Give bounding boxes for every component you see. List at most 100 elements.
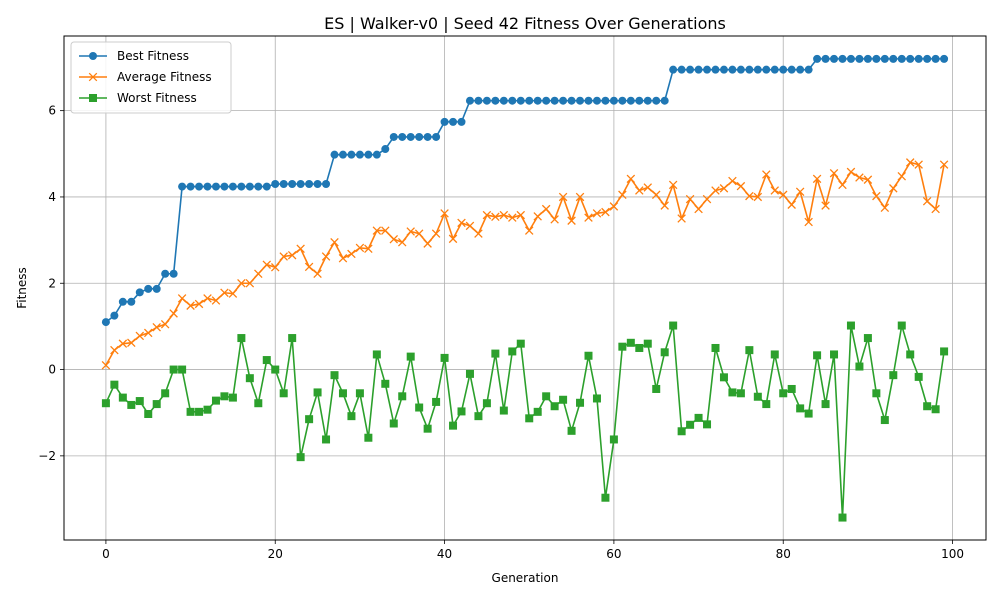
data-point xyxy=(516,96,525,105)
data-point xyxy=(296,244,305,253)
data-point xyxy=(559,96,568,105)
data-point xyxy=(220,288,229,298)
data-point xyxy=(559,395,568,404)
legend-entry: Average Fitness xyxy=(79,70,212,84)
data-point xyxy=(118,297,127,306)
data-point xyxy=(787,200,796,209)
data-point xyxy=(804,217,813,227)
data-point xyxy=(643,96,652,105)
data-point xyxy=(914,54,923,63)
data-point xyxy=(652,96,661,105)
data-point xyxy=(203,294,212,303)
data-point xyxy=(931,204,940,214)
data-point xyxy=(211,396,220,405)
data-point xyxy=(330,150,339,159)
data-point xyxy=(381,379,390,388)
data-point xyxy=(880,416,889,425)
data-point xyxy=(838,54,847,63)
data-point xyxy=(279,180,288,189)
data-point xyxy=(432,397,441,406)
data-point xyxy=(355,243,365,253)
data-point xyxy=(736,65,745,74)
y-tick-label: −2 xyxy=(38,449,56,463)
series-1 xyxy=(101,158,949,370)
data-point xyxy=(406,352,415,361)
data-point xyxy=(432,132,441,141)
data-point xyxy=(372,226,382,235)
data-point xyxy=(694,204,703,214)
data-point xyxy=(872,191,881,201)
data-point xyxy=(194,299,204,309)
data-point xyxy=(922,197,932,206)
legend-label: Best Fitness xyxy=(117,49,189,63)
data-point xyxy=(448,234,458,244)
data-point xyxy=(694,413,703,422)
data-point xyxy=(533,407,542,416)
x-tick-label: 80 xyxy=(776,547,791,561)
data-point xyxy=(508,213,517,222)
data-point xyxy=(262,260,272,269)
data-point xyxy=(550,402,559,411)
data-point xyxy=(355,150,364,159)
data-point xyxy=(728,388,737,397)
data-point xyxy=(787,65,796,74)
data-point xyxy=(796,65,805,74)
data-point xyxy=(906,350,915,359)
data-point xyxy=(491,212,500,222)
data-point xyxy=(449,421,458,430)
data-point xyxy=(889,371,898,380)
data-point xyxy=(457,218,466,228)
x-tick-label: 60 xyxy=(606,547,621,561)
data-point xyxy=(347,249,356,259)
data-point xyxy=(923,54,932,63)
data-point xyxy=(753,392,762,401)
data-point xyxy=(313,269,322,279)
data-point xyxy=(651,190,661,200)
data-point xyxy=(821,201,830,210)
data-point xyxy=(270,263,280,272)
data-point xyxy=(558,192,568,202)
data-point xyxy=(711,343,720,352)
data-point xyxy=(829,168,839,178)
data-point xyxy=(592,394,601,403)
data-point xyxy=(389,234,399,244)
ticks: 0 20 40 60 80 100 −2 0 2 4 6 xyxy=(38,104,964,561)
data-point xyxy=(914,372,923,381)
data-point xyxy=(449,117,458,126)
data-point xyxy=(203,182,212,191)
data-point xyxy=(677,214,686,223)
data-point xyxy=(398,132,407,141)
data-point xyxy=(110,345,119,355)
data-point xyxy=(245,182,254,191)
data-point xyxy=(195,182,204,191)
data-point xyxy=(414,229,424,238)
data-point xyxy=(863,54,872,63)
data-point xyxy=(389,419,398,428)
x-tick-label: 40 xyxy=(437,547,452,561)
legend-marker xyxy=(88,72,98,82)
data-point xyxy=(813,54,822,63)
data-point xyxy=(668,180,678,190)
data-point xyxy=(431,229,441,238)
data-point xyxy=(220,182,229,191)
data-point xyxy=(914,160,923,169)
data-point xyxy=(482,210,492,220)
data-point xyxy=(813,351,822,360)
data-point xyxy=(457,407,466,416)
data-point xyxy=(127,400,136,409)
data-point xyxy=(905,158,915,167)
data-point xyxy=(618,342,627,351)
data-point xyxy=(762,400,771,409)
data-point xyxy=(796,404,805,413)
data-point xyxy=(372,350,381,359)
data-point xyxy=(787,384,796,393)
legend-entry: Best Fitness xyxy=(79,49,189,63)
data-point xyxy=(211,296,221,305)
data-point xyxy=(482,96,491,105)
data-point xyxy=(880,203,890,212)
data-point xyxy=(287,250,297,260)
data-point xyxy=(609,96,618,105)
data-point xyxy=(322,180,331,189)
data-point xyxy=(211,182,220,191)
